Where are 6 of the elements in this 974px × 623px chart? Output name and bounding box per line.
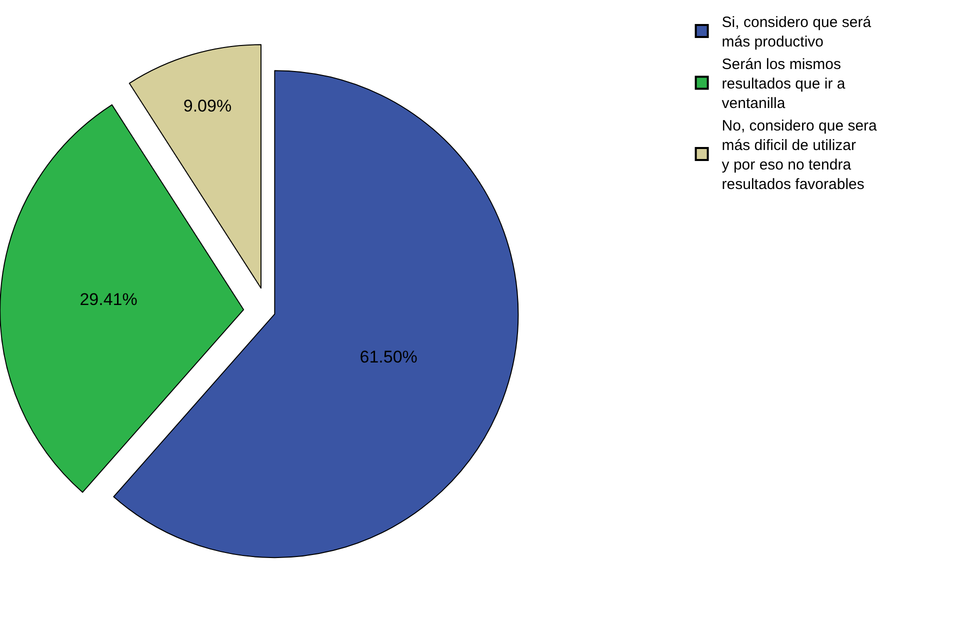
legend-label: Serán los mismos resultados que ir a ventanilla	[722, 56, 846, 112]
data-label: 9.09%	[183, 96, 232, 116]
data-label: 29.41%	[80, 290, 138, 309]
legend-label: No, considero que sera más dificil de utilizar y por eso no tendra resultados favorables	[722, 118, 878, 194]
legend-label: Si, considero que será más productivo	[722, 14, 872, 51]
data-label: 61.50%	[360, 348, 418, 367]
